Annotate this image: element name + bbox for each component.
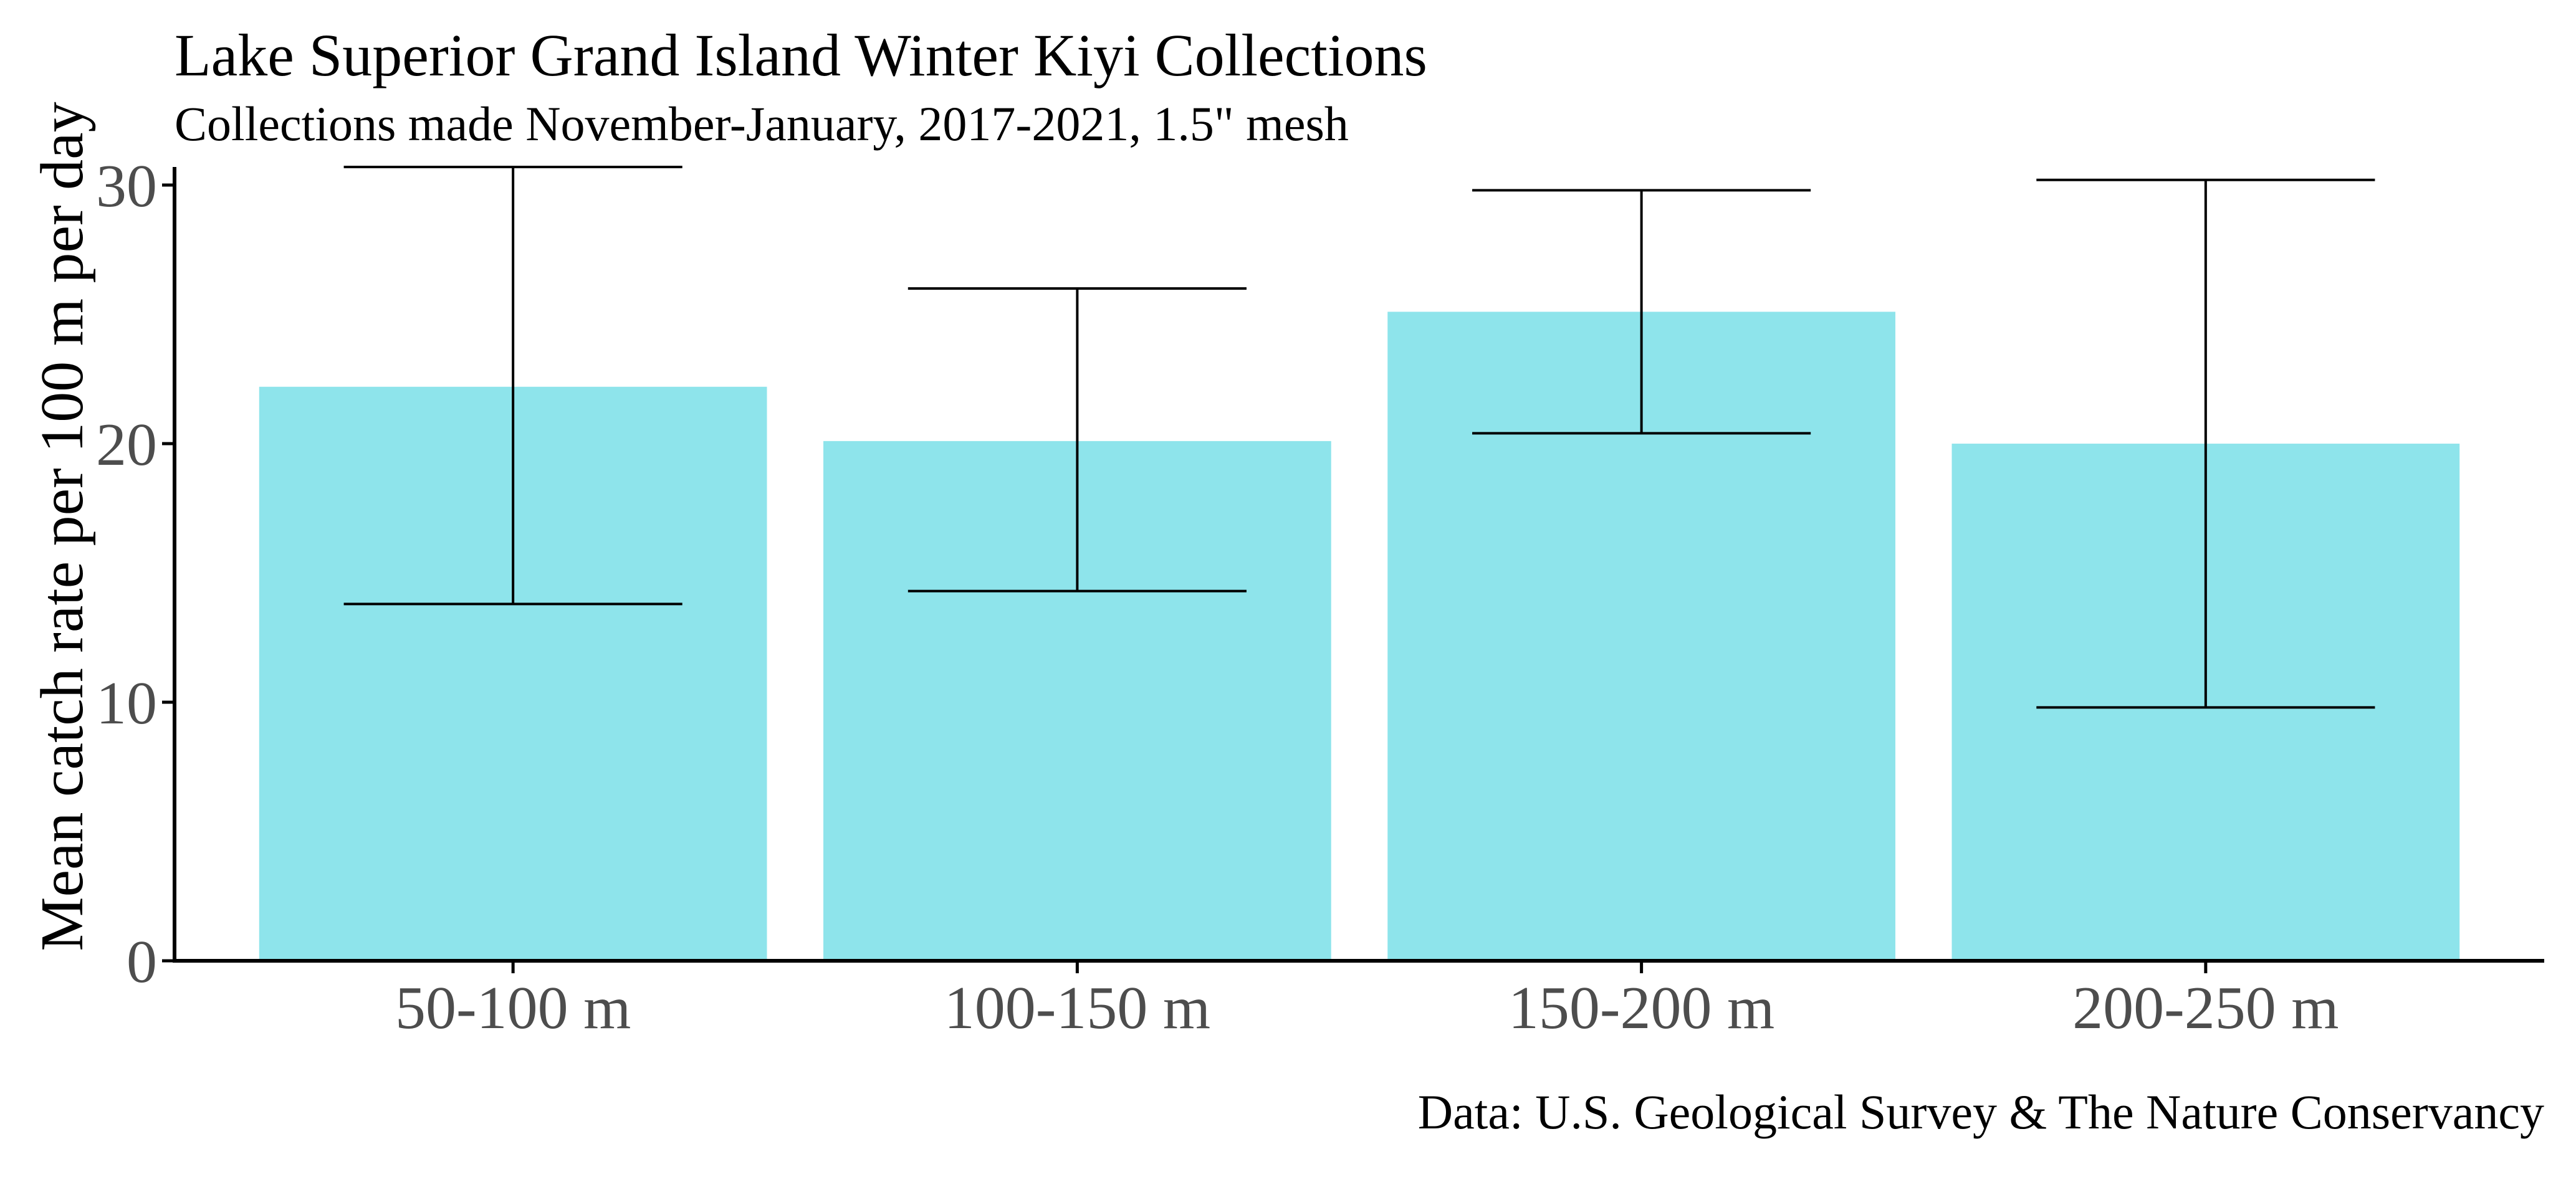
chart-caption: Data: U.S. Geological Survey & The Natur… bbox=[1418, 1085, 2544, 1139]
x-tick-label-4: 200-250 m bbox=[2072, 974, 2339, 1042]
y-tick-label-30: 30 bbox=[96, 153, 157, 220]
y-axis-label: Mean catch rate per 100 m per day bbox=[29, 102, 96, 951]
x-tick-label-2: 100-150 m bbox=[944, 974, 1210, 1042]
chart-title: Lake Superior Grand Island Winter Kiyi C… bbox=[175, 22, 1427, 88]
y-tick-label-20: 20 bbox=[96, 411, 157, 479]
x-tick-label-1: 50-100 m bbox=[395, 974, 631, 1042]
plot-area bbox=[259, 167, 2459, 961]
y-tick-label-0: 0 bbox=[127, 928, 157, 996]
x-tick-label-3: 150-200 m bbox=[1508, 974, 1774, 1042]
y-tick-label-10: 10 bbox=[96, 670, 157, 737]
chart-subtitle: Collections made November-January, 2017-… bbox=[175, 97, 1349, 151]
